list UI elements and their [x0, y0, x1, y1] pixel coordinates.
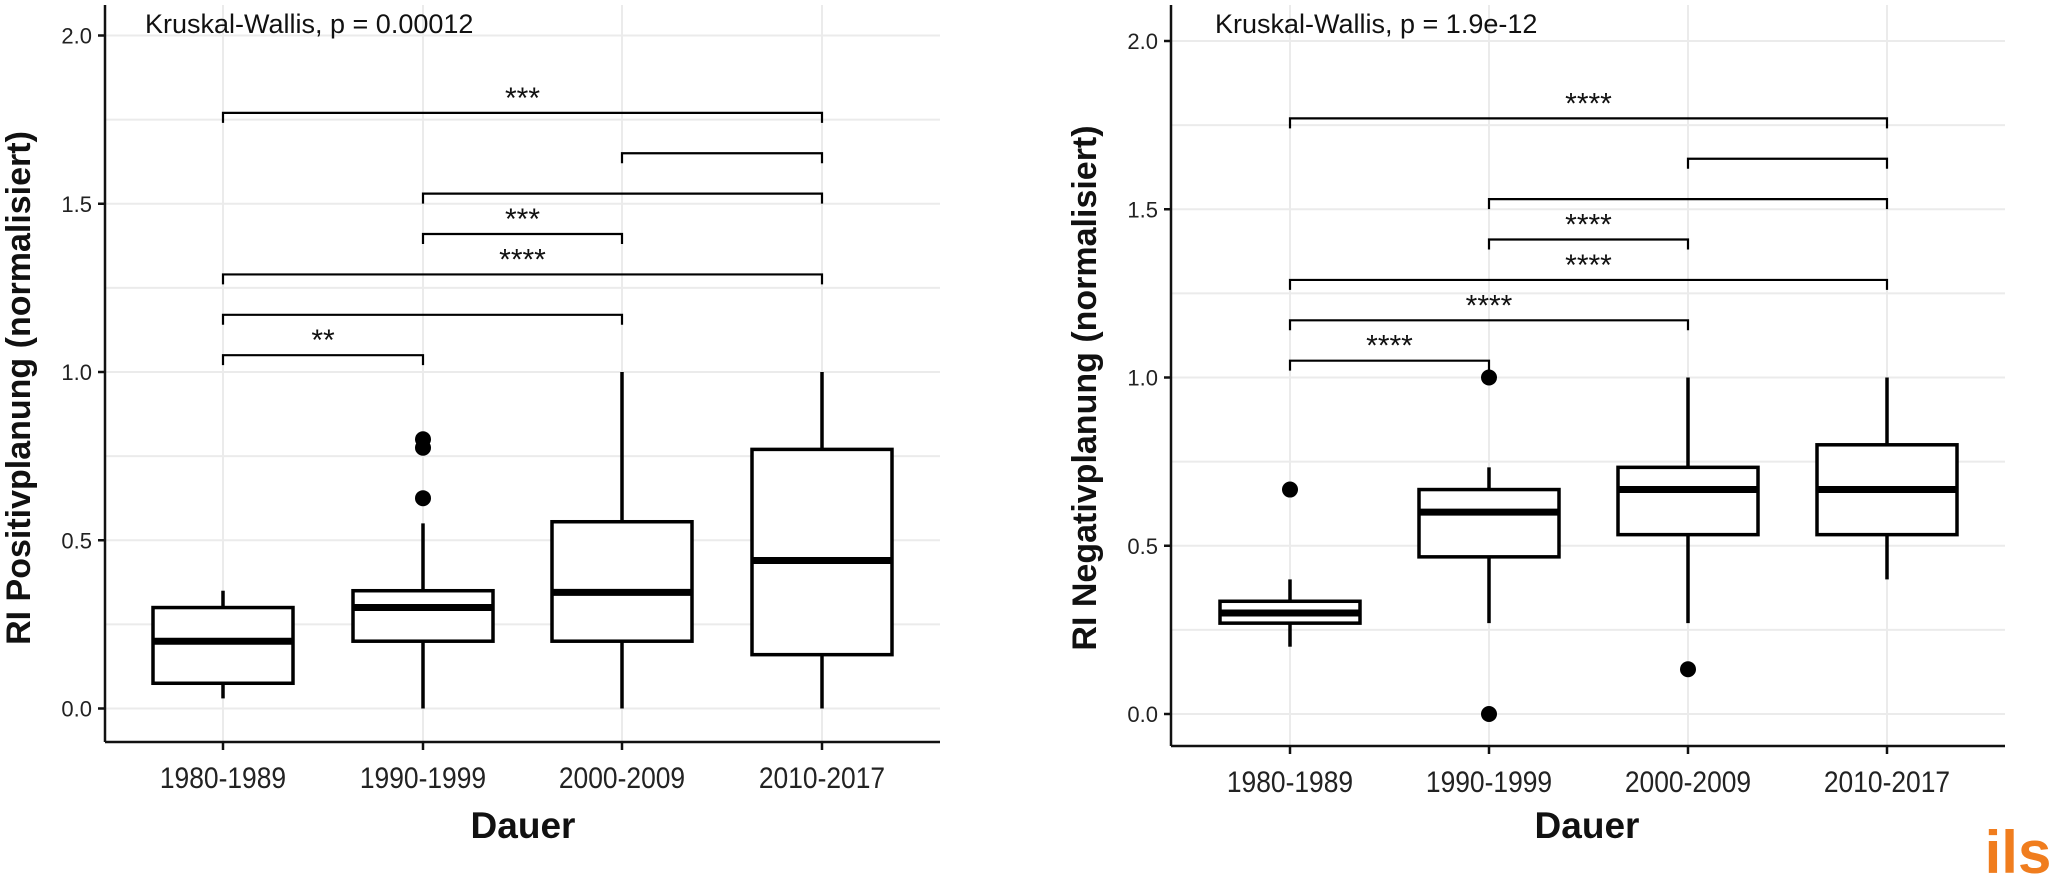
significance-label: *** — [505, 82, 540, 115]
y-axis-title-left: RI Positivplanung (normalisiert) — [0, 131, 38, 645]
significance-bracket — [1288, 359, 1491, 371]
x-tick-label: 1980-1989 — [160, 760, 286, 794]
box-iqr — [1616, 465, 1760, 537]
y-tick-label: 1.0 — [1127, 366, 1158, 391]
x-tick-label: 1990-1999 — [1426, 764, 1552, 798]
outlier-point — [1282, 481, 1298, 498]
y-tick-label: 0.0 — [61, 697, 92, 722]
significance-bracket — [1686, 157, 1889, 169]
significance-label: **** — [1366, 330, 1413, 363]
significance-label: **** — [1466, 289, 1513, 322]
significance-bracket — [1487, 198, 1889, 210]
box-iqr — [750, 447, 894, 657]
x-tick-label: 2010-2017 — [1824, 764, 1950, 798]
significance-bracket — [421, 232, 624, 245]
box-iqr — [1417, 487, 1561, 559]
significance-label: **** — [1565, 249, 1612, 282]
significance-bracket — [1288, 319, 1690, 331]
y-tick-label: 1.5 — [61, 192, 92, 217]
y-tick-label: 0.5 — [1127, 534, 1158, 559]
panel-positivplanung: 0.0 0.5 1.0 1.5 2.0 1980-1989 1990-1999 2000-20… — [0, 5, 940, 846]
significance-bracket — [620, 152, 824, 164]
outlier-point — [415, 490, 431, 507]
significance-bracket — [221, 354, 425, 366]
kruskal-wallis-annotation-right: Kruskal-Wallis, p = 1.9e-12 — [1215, 9, 1537, 39]
y-tick-label: 2.0 — [1127, 29, 1158, 54]
outlier-point — [1481, 369, 1497, 386]
x-tick-label: 2010-2017 — [759, 760, 885, 794]
ils-logo: ils — [1985, 819, 2052, 886]
significance-label: ** — [311, 324, 335, 357]
box-iqr — [351, 588, 495, 643]
significance-bracket — [1288, 117, 1889, 129]
significance-bracket — [221, 111, 824, 123]
significance-label: **** — [1565, 209, 1612, 242]
outlier-point — [415, 431, 431, 448]
significance-bracket — [221, 313, 624, 325]
box-iqr — [550, 519, 694, 643]
outlier-point — [1680, 661, 1696, 678]
y-tick-label: 0.5 — [61, 528, 92, 553]
outlier-point — [1481, 706, 1497, 722]
panel-negativplanung: 0.0 0.5 1.0 1.5 2.0 1980-1989 1990-1999 2000-20… — [1066, 5, 2005, 846]
x-tick-label: 2000-2009 — [559, 760, 685, 794]
plot-area-left: 0.0 0.5 1.0 1.5 2.0 1980-1989 1990-1999 2000-20… — [61, 5, 940, 794]
x-tick-label: 2000-2009 — [1625, 764, 1751, 798]
x-axis-title-left: Dauer — [471, 805, 576, 846]
y-tick-label: 0.0 — [1127, 702, 1158, 727]
x-tick-label: 1990-1999 — [360, 760, 486, 794]
significance-label: **** — [1565, 87, 1612, 120]
x-axis-title-right: Dauer — [1535, 805, 1640, 846]
significance-label: *** — [505, 203, 540, 236]
significance-bracket — [1288, 278, 1889, 290]
y-axis-title-right: RI Negativplanung (normalisiert) — [1066, 125, 1104, 650]
significance-bracket — [1487, 238, 1690, 250]
y-tick-label: 1.5 — [1127, 197, 1158, 222]
significance-label: **** — [499, 243, 546, 276]
y-tick-label: 2.0 — [61, 24, 92, 49]
y-tick-label: 1.0 — [61, 360, 92, 385]
significance-bracket — [421, 192, 824, 204]
kruskal-wallis-annotation-left: Kruskal-Wallis, p = 0.00012 — [145, 9, 473, 39]
significance-bracket — [221, 273, 824, 285]
plot-area-right: 0.0 0.5 1.0 1.5 2.0 1980-1989 1990-1999 2000-20… — [1127, 5, 2005, 798]
x-tick-label: 1980-1989 — [1227, 764, 1353, 798]
box-iqr — [151, 605, 295, 686]
